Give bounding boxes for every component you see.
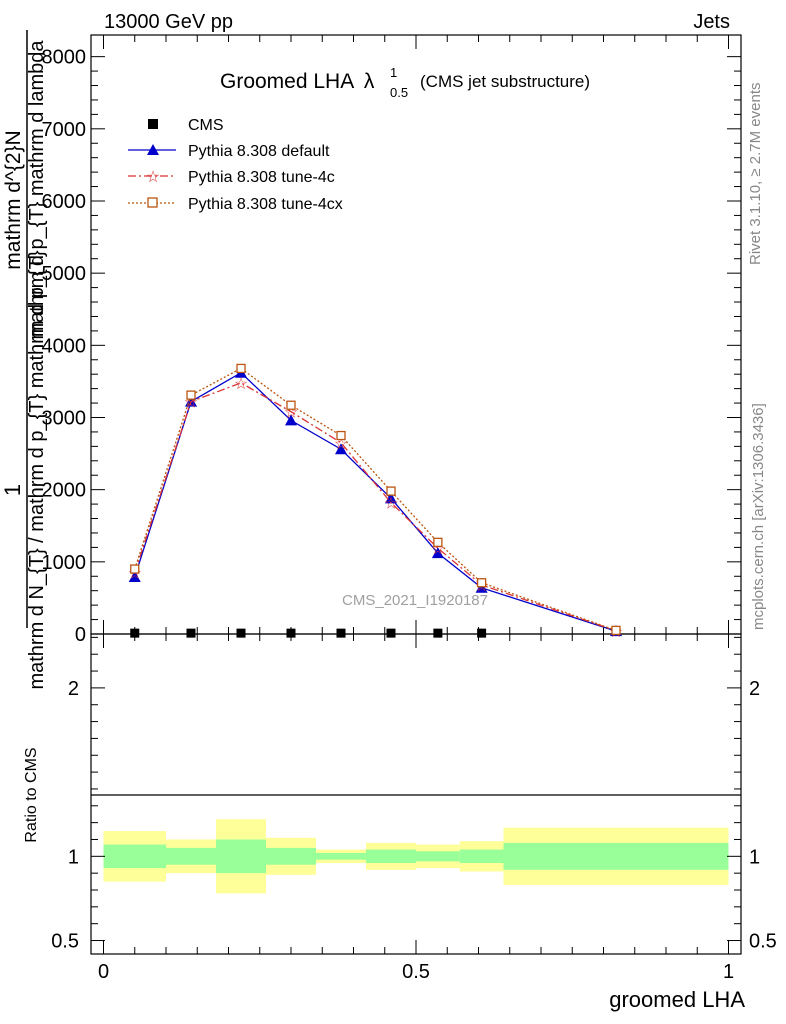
ratio-ytick-label: 0.5: [51, 931, 79, 953]
data-point-default: [431, 547, 444, 559]
data-point-cms: [286, 628, 296, 638]
main-ytick-label: 1000: [42, 552, 87, 574]
title-main: Groomed LHA: [220, 70, 354, 93]
legend: CMS Pythia 8.308 default ☆ Pythia 8.308 …: [128, 117, 343, 213]
data-point-tune4c: ☆: [384, 496, 398, 513]
plot-title: Groomed LHA λ 1 0.5 (CMS jet substructur…: [220, 65, 590, 100]
ratio-band-inner: [216, 839, 266, 874]
data-point-default: [285, 414, 297, 426]
data-point-default: [335, 443, 347, 455]
xtick-label: 0.5: [402, 961, 430, 983]
ylabel-den: mathrm d N_{T} / mathrm d p_{T} mathrm d…: [26, 250, 48, 689]
main-ytick-label: 4000: [42, 335, 87, 357]
data-point-tune4cx: [433, 537, 443, 547]
main-ytick-label: 0: [75, 624, 86, 646]
legend-marker-cms: [148, 119, 158, 129]
data-point-default: [385, 492, 397, 504]
title-note: (CMS jet substructure): [420, 72, 590, 91]
legend-marker-tune4cx: [147, 197, 158, 208]
ratio-ytick-label: 2: [68, 678, 79, 700]
main-ytick-label: 5000: [42, 263, 87, 285]
data-point-tune4cx: [336, 430, 346, 441]
main-ylabel: 1 mathrm d^{2}N mathrm d N_{T} / mathrm …: [0, 30, 48, 690]
main-ytick-label: 6000: [42, 191, 87, 213]
title-sup: 1: [390, 65, 397, 80]
title-sub: 0.5: [390, 85, 408, 100]
main-ytick-label: 8000: [42, 47, 87, 69]
ylabel-num-den: mathrm d p_{T} mathrm d lambda: [26, 40, 48, 340]
data-point-tune4cx: [186, 390, 196, 400]
data-point-cms: [186, 628, 196, 638]
data-point-tune4cx: [286, 400, 296, 410]
ratio-band-inner: [103, 844, 166, 869]
x-axis: 0 0.5 1: [98, 35, 734, 983]
ratio-ylabel: Ratio to CMS: [23, 747, 40, 842]
ratio-band-inner: [416, 851, 460, 862]
data-point-cms: [433, 628, 443, 638]
data-point-cms: [336, 628, 346, 638]
ratio-y-axis: 0.5 0.5 1 1 2 2: [51, 636, 777, 953]
ratio-band-inner: [503, 842, 729, 870]
data-point-cms: [386, 628, 396, 638]
data-point-tune4cx: [130, 564, 140, 574]
rivet-label: Rivet 3.1.10, ≥ 2.7M events: [747, 83, 764, 266]
data-point-default: [128, 570, 141, 582]
data-point-tune4cx: [236, 363, 246, 374]
ylabel-num: mathrm d^{2}N: [2, 130, 25, 269]
xtick-label: 0: [98, 961, 109, 983]
xtick-label: 1: [723, 961, 734, 983]
analysis-watermark: CMS_2021_I1920187: [342, 592, 488, 609]
svg-text:Groomed LHA λ: Groomed LHA λ: [220, 70, 375, 93]
ratio-band-inner: [459, 849, 504, 864]
legend-label-default: Pythia 8.308 default: [188, 143, 330, 160]
data-point-tune4cx: [611, 625, 621, 636]
ratio-band-inner: [316, 852, 366, 860]
header-right: Jets: [693, 11, 730, 33]
x-axis-label: groomed LHA: [609, 987, 745, 1012]
legend-marker-tune4c: ☆: [146, 169, 160, 186]
ratio-band-inner: [266, 847, 316, 865]
ratio-ytick-label-right: 0.5: [749, 931, 777, 953]
main-ytick-label: 3000: [42, 407, 87, 429]
data-point-tune4cx: [476, 578, 487, 588]
data-point-tune4cx: [386, 486, 396, 496]
main-ytick-label: 7000: [42, 119, 87, 141]
ratio-ytick-label-right: 1: [749, 846, 760, 868]
ratio-band-inner: [166, 847, 216, 865]
ratio-plot-frame: [90, 633, 742, 955]
data-point-cms: [236, 628, 246, 638]
data-point-cms: [477, 628, 487, 638]
legend-marker-default: [147, 144, 159, 155]
series-layer: ☆☆☆☆☆☆☆☆☆: [128, 363, 623, 641]
header-left: 13000 GeV pp: [104, 11, 233, 33]
main-y-axis: 0 1000 2000 3000 4000 5000 6000 7000 8000: [42, 47, 741, 646]
ratio-ytick-label: 1: [68, 846, 79, 868]
mcplots-label: mcplots.cern.ch [arXiv:1306.3436]: [750, 403, 767, 630]
main-ytick-label: 2000: [42, 480, 87, 502]
ratio-bands: [103, 819, 729, 894]
legend-label-tune4cx: Pythia 8.308 tune-4cx: [188, 196, 343, 213]
legend-label-cms: CMS: [188, 117, 224, 134]
series-line: [134, 382, 617, 632]
title-lambda: λ: [364, 70, 375, 93]
data-point-cms: [130, 628, 140, 638]
ratio-band-inner: [366, 849, 416, 864]
legend-label-tune4c: Pythia 8.308 tune-4c: [188, 169, 335, 186]
data-point-tune4c: ☆: [234, 376, 248, 393]
ratio-ytick-label-right: 2: [749, 678, 760, 700]
ylabel-one: 1: [0, 484, 25, 496]
